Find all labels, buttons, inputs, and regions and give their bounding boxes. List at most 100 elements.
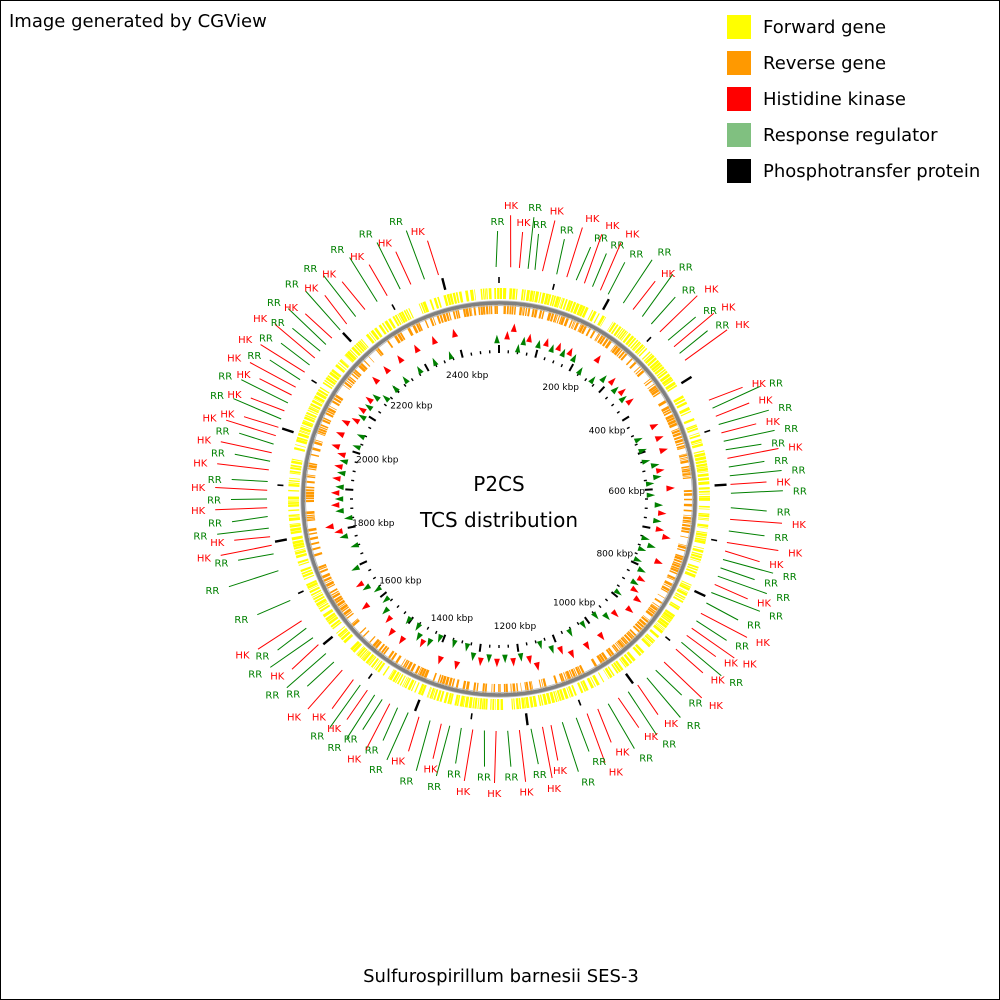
forward-gene-block xyxy=(328,616,339,625)
forward-gene-block xyxy=(523,289,526,301)
forward-gene-block xyxy=(325,612,336,621)
inner-tick xyxy=(443,360,446,364)
hk-label: HK xyxy=(516,218,531,229)
hk-leader-line xyxy=(708,386,743,401)
inner-tick xyxy=(630,560,639,566)
kbp-tick-label: 1600 kbp xyxy=(379,577,422,587)
forward-gene-block xyxy=(638,347,648,357)
rr-leader-line xyxy=(233,398,282,420)
rr-label: RR xyxy=(234,615,248,626)
forward-gene-block xyxy=(301,425,312,430)
rr-leader-line xyxy=(729,470,782,477)
hk-leader-line xyxy=(700,612,748,638)
forward-gene-block xyxy=(464,696,470,708)
forward-gene-block xyxy=(490,698,492,710)
rr-leader-line xyxy=(717,575,767,595)
forward-gene-block xyxy=(361,651,370,660)
hk-marker xyxy=(419,638,427,648)
forward-gene-block xyxy=(620,331,629,341)
rr-marker xyxy=(452,639,458,649)
forward-gene-block xyxy=(620,656,630,667)
forward-gene-block xyxy=(696,466,708,469)
hk-label: HK xyxy=(235,651,250,662)
forward-gene-block xyxy=(698,481,710,486)
hk-leader-line xyxy=(259,378,292,396)
hk-label: HK xyxy=(220,410,235,421)
hk-leader-line xyxy=(226,419,276,437)
hk-marker xyxy=(330,502,340,508)
rr-leader-line xyxy=(728,530,765,537)
inner-tick xyxy=(345,488,354,491)
center-title-line2: TCS distribution xyxy=(419,508,578,532)
hk-label: HK xyxy=(270,672,285,683)
forward-gene-block xyxy=(607,321,614,332)
inner-tick xyxy=(637,543,641,546)
forward-gene-block xyxy=(382,665,390,676)
rr-label: RR xyxy=(310,731,324,742)
hk-label: HK xyxy=(609,768,624,779)
hk-leader-line xyxy=(583,234,603,284)
forward-gene-block xyxy=(586,677,595,689)
kbp-tick-label: 1400 kbp xyxy=(431,614,474,624)
hk-marker xyxy=(385,614,394,623)
rr-leader-line xyxy=(305,290,341,331)
outer-tick xyxy=(391,304,396,311)
forward-gene-block xyxy=(295,552,308,559)
backbone-ring xyxy=(300,300,698,698)
rr-marker xyxy=(350,542,360,548)
forward-gene-block xyxy=(694,456,707,462)
forward-gene-block xyxy=(556,689,562,702)
hk-marker xyxy=(341,420,351,427)
forward-gene-block xyxy=(694,452,706,458)
rr-label: RR xyxy=(207,496,221,507)
kbp-tick-label: 200 kbp xyxy=(542,383,579,393)
rr-label: RR xyxy=(729,678,743,689)
forward-gene-block xyxy=(549,691,556,704)
hk-marker xyxy=(655,526,665,532)
rr-marker xyxy=(437,633,444,643)
inner-tick xyxy=(591,383,595,387)
forward-gene-block xyxy=(698,490,710,493)
forward-gene-block xyxy=(693,545,705,550)
hk-leader-line xyxy=(518,231,524,268)
hk-leader-line xyxy=(715,402,750,417)
rr-marker xyxy=(599,375,607,384)
hk-leader-line xyxy=(368,264,388,296)
hk-label: HK xyxy=(788,443,803,454)
rr-leader-line xyxy=(723,429,775,442)
forward-gene-block xyxy=(308,407,319,414)
hk-marker xyxy=(582,641,590,651)
forward-gene-block xyxy=(518,697,522,709)
forward-gene-block xyxy=(299,430,310,436)
rr-label: RR xyxy=(769,611,783,622)
forward-gene-block xyxy=(322,608,334,618)
forward-gene-block xyxy=(315,391,327,400)
forward-gene-block xyxy=(590,676,596,687)
rr-marker xyxy=(339,533,349,539)
forward-gene-block xyxy=(308,584,319,591)
hk-marker xyxy=(636,575,646,582)
hk-marker xyxy=(388,627,396,637)
legend: Forward gene Reverse gene Histidine kina… xyxy=(727,9,980,189)
rr-marker xyxy=(638,448,647,455)
forward-gene-block xyxy=(697,518,709,521)
hk-marker xyxy=(555,342,561,352)
forward-gene-block xyxy=(356,646,365,655)
forward-gene-block xyxy=(513,698,516,710)
forward-gene-block xyxy=(469,289,475,301)
forward-gene-block xyxy=(302,419,314,426)
hk-marker xyxy=(334,528,343,534)
outer-tick xyxy=(577,699,582,706)
rr-leader-line xyxy=(257,599,291,616)
forward-gene-block xyxy=(655,623,665,631)
rr-leader-line xyxy=(217,527,269,535)
hk-marker xyxy=(510,323,517,333)
hk-label: HK xyxy=(766,417,781,428)
forward-gene-block xyxy=(661,376,673,386)
forward-gene-block xyxy=(515,698,520,710)
outer-tick xyxy=(624,673,634,685)
hk-marker xyxy=(657,510,667,516)
forward-gene-block xyxy=(679,583,691,591)
hk-leader-line xyxy=(365,703,391,751)
forward-gene-block xyxy=(297,558,309,564)
